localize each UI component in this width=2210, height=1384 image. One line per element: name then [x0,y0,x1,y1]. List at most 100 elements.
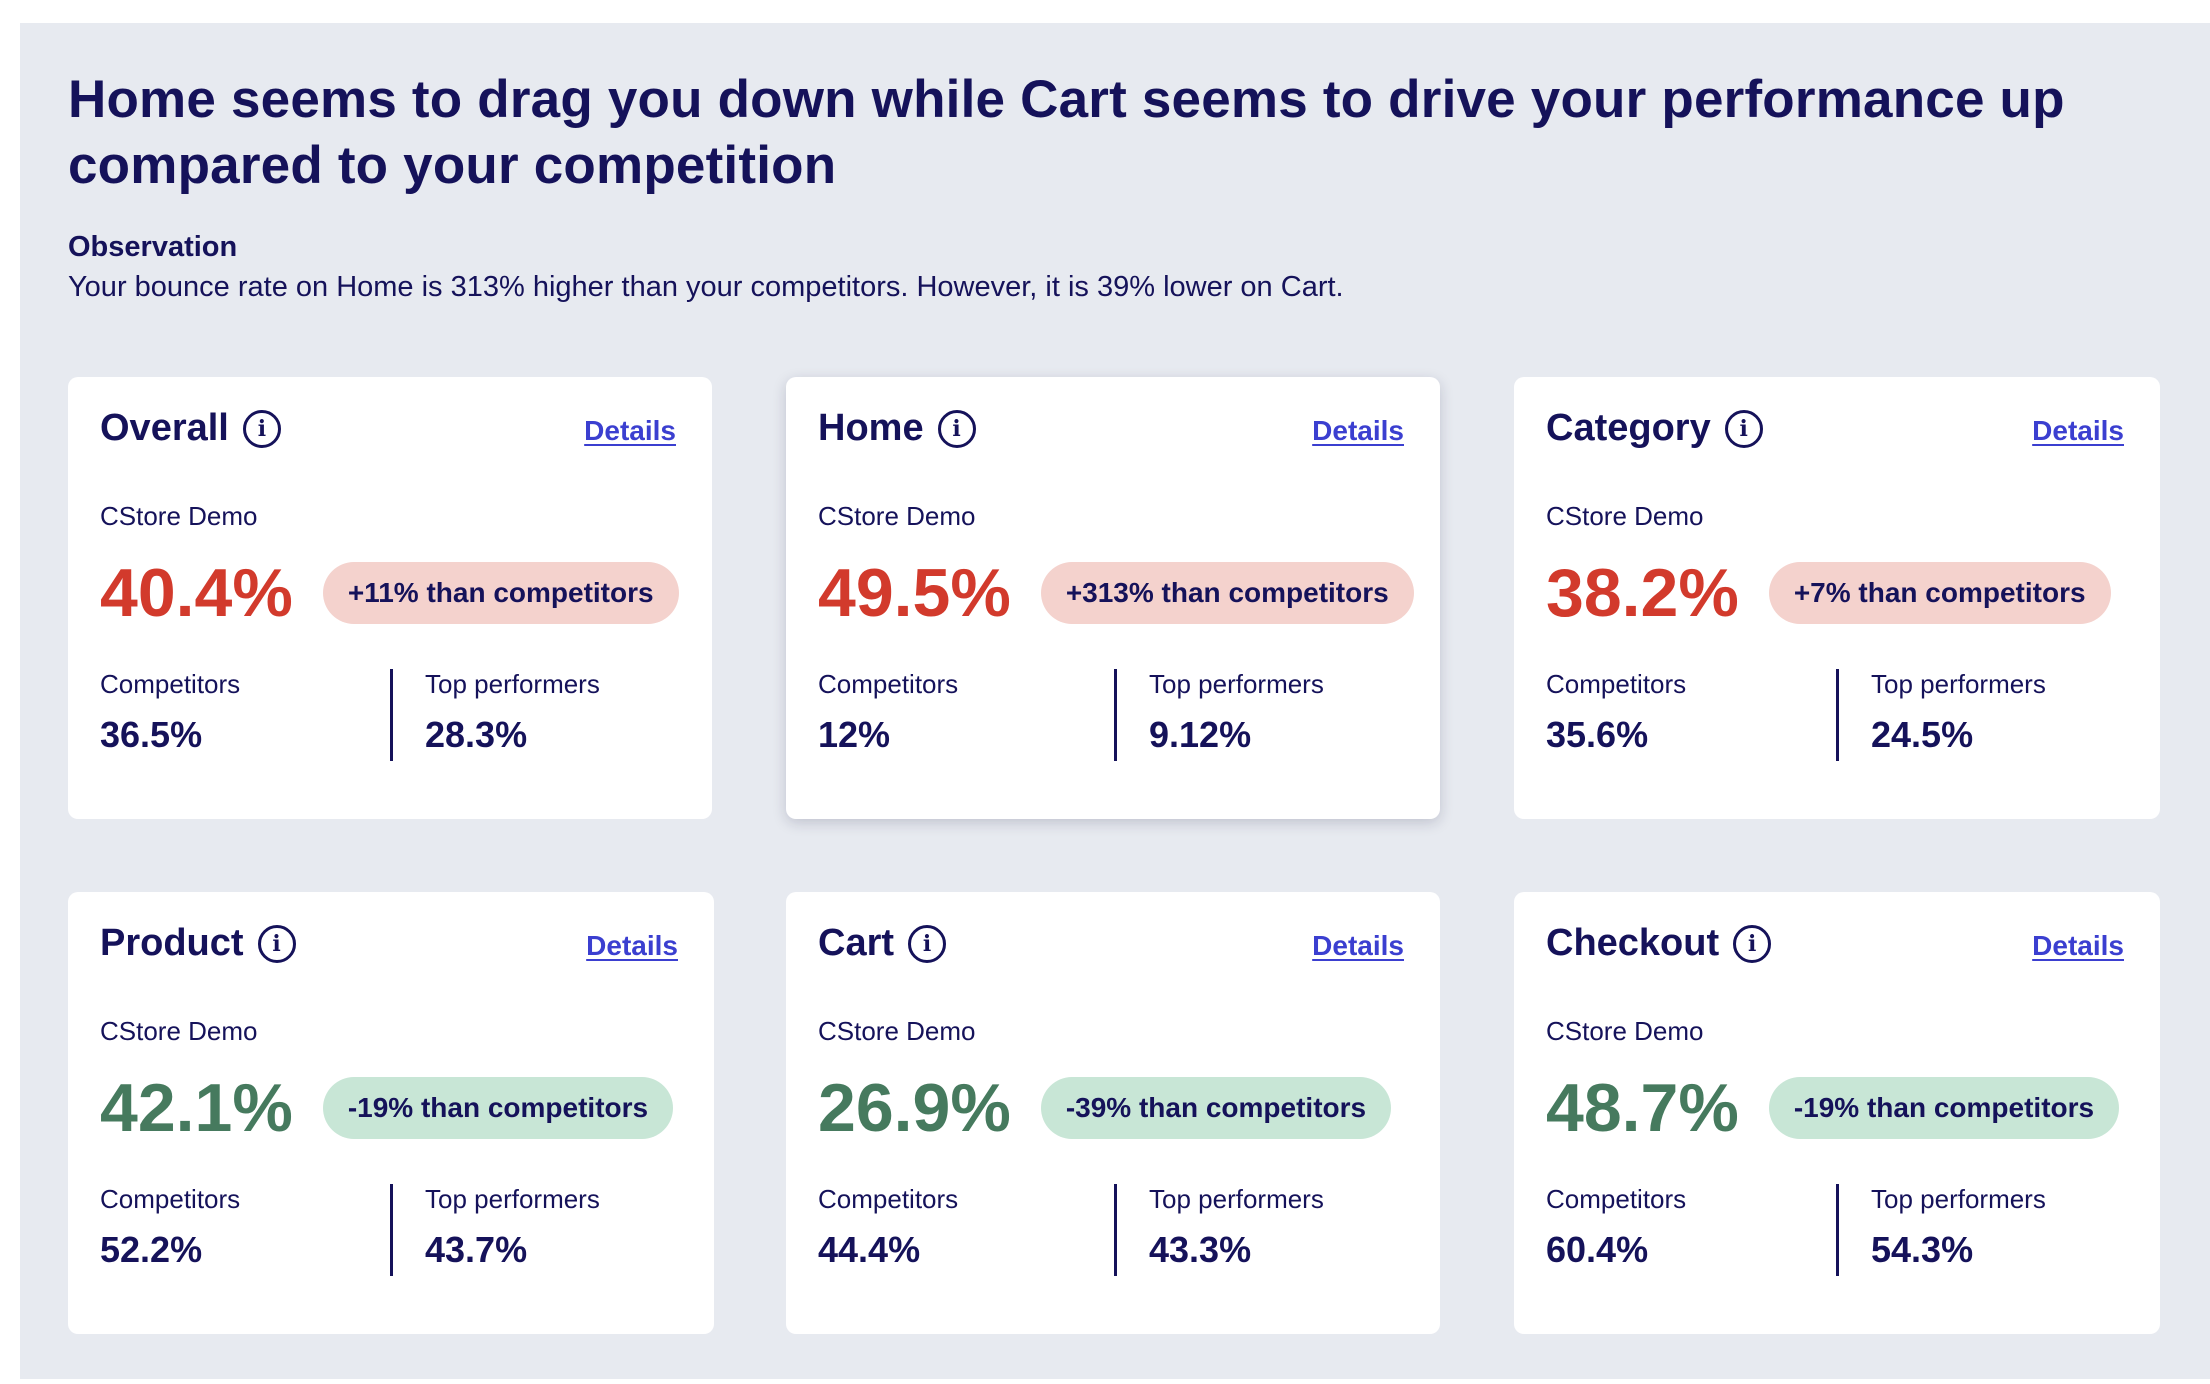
store-name: CStore Demo [100,1016,258,1046]
card-product: Product i Details CStore Demo 42.1% -19%… [68,892,714,1334]
card-title: Category i [1546,407,1763,450]
card-cart: Cart i Details CStore Demo 26.9% -39% th… [786,892,1440,1334]
card-title-text: Cart [818,922,895,964]
observation-title: Observation [68,231,238,263]
bounce-rate-value: 42.1% [100,1070,293,1146]
competitors-value: 52.2% [100,1229,203,1270]
competitors-value: 35.6% [1546,714,1649,755]
competitors-stat: Competitors 35.6% [1546,669,1836,761]
competitors-label: Competitors [818,669,959,699]
competitors-value: 12% [818,714,891,755]
benchmark-stats: Competitors 12% Top performers 9.12% [818,669,1408,761]
card-title-text: Product [100,922,244,964]
top-performers-label: Top performers [425,1184,600,1214]
bounce-rate-value: 26.9% [818,1070,1011,1146]
card-title: Home i [818,407,976,450]
details-link-category[interactable]: Details [2032,415,2124,446]
top-performers-value: 43.7% [425,1229,528,1270]
benchmark-stats: Competitors 35.6% Top performers 24.5% [1546,669,2128,761]
details-link-cart[interactable]: Details [1312,930,1404,961]
info-icon[interactable]: i [908,924,947,963]
competitors-label: Competitors [100,1184,241,1214]
benchmark-stats: Competitors 36.5% Top performers 28.3% [100,669,680,761]
top-performers-label: Top performers [1149,1184,1324,1214]
bounce-rate-value: 40.4% [100,555,293,631]
comparison-badge: -19% than competitors [322,1077,674,1139]
competitors-value: 36.5% [100,714,203,755]
card-title: Overall i [100,407,281,450]
card-title: Checkout i [1546,922,1772,965]
observation-text: Your bounce rate on Home is 313% higher … [68,271,1344,303]
card-title: Cart i [818,922,947,965]
info-icon[interactable]: i [1733,924,1772,963]
top-performers-value: 43.3% [1149,1229,1252,1270]
metric-row: 26.9% -39% than competitors [818,1068,1392,1148]
comparison-badge: +11% than competitors [322,562,679,624]
top-performers-value: 54.3% [1871,1229,1974,1270]
metric-row: 40.4% +11% than competitors [100,553,679,633]
comparison-badge: +313% than competitors [1040,562,1414,624]
info-icon[interactable]: i [242,409,281,448]
competitors-value: 44.4% [818,1229,921,1270]
info-icon[interactable]: i [937,409,976,448]
metric-row: 48.7% -19% than competitors [1546,1068,2120,1148]
competitors-stat: Competitors 44.4% [818,1184,1114,1276]
details-link-product[interactable]: Details [586,930,678,961]
store-name: CStore Demo [100,501,258,531]
top-performers-value: 28.3% [425,714,528,755]
insight-headline: Home seems to drag you down while Cart s… [68,70,2065,195]
top-performers-label: Top performers [1871,669,2046,699]
top-performers-label: Top performers [1871,1184,2046,1214]
insight-panel: Home seems to drag you down while Cart s… [20,23,2210,1379]
competitors-label: Competitors [100,669,241,699]
top-performers-value: 24.5% [1871,714,1974,755]
top-performers-stat: Top performers 24.5% [1836,669,2046,761]
details-link-checkout[interactable]: Details [2032,930,2124,961]
card-title-text: Home [818,407,924,449]
card-category: Category i Details CStore Demo 38.2% +7%… [1514,377,2160,819]
details-link-overall[interactable]: Details [584,415,676,446]
store-name: CStore Demo [1546,501,1704,531]
benchmark-stats: Competitors 44.4% Top performers 43.3% [818,1184,1408,1276]
bounce-rate-value: 49.5% [818,555,1011,631]
top-performers-stat: Top performers 54.3% [1836,1184,2046,1276]
competitors-label: Competitors [1546,669,1687,699]
benchmark-stats: Competitors 52.2% Top performers 43.7% [100,1184,682,1276]
metric-row: 42.1% -19% than competitors [100,1068,674,1148]
bounce-rate-value: 38.2% [1546,555,1739,631]
top-performers-label: Top performers [425,669,600,699]
top-performers-label: Top performers [1149,669,1324,699]
top-performers-stat: Top performers 43.7% [390,1184,600,1276]
store-name: CStore Demo [1546,1016,1704,1046]
card-title: Product i [100,922,296,965]
card-title-text: Checkout [1546,922,1720,964]
competitors-stat: Competitors 12% [818,669,1114,761]
metric-row: 49.5% +313% than competitors [818,553,1414,633]
card-overall: Overall i Details CStore Demo 40.4% +11%… [68,377,712,819]
comparison-badge: -39% than competitors [1040,1077,1392,1139]
top-performers-stat: Top performers 28.3% [390,669,600,761]
bounce-rate-value: 48.7% [1546,1070,1739,1146]
competitors-stat: Competitors 60.4% [1546,1184,1836,1276]
info-icon[interactable]: i [257,924,296,963]
competitors-label: Competitors [818,1184,959,1214]
metric-row: 38.2% +7% than competitors [1546,553,2111,633]
top-performers-stat: Top performers 9.12% [1114,669,1324,761]
competitors-label: Competitors [1546,1184,1687,1214]
card-checkout: Checkout i Details CStore Demo 48.7% -19… [1514,892,2160,1334]
comparison-badge: +7% than competitors [1768,562,2111,624]
benchmark-stats: Competitors 60.4% Top performers 54.3% [1546,1184,2128,1276]
card-home: Home i Details CStore Demo 49.5% +313% t… [786,377,1440,819]
store-name: CStore Demo [818,1016,976,1046]
comparison-badge: -19% than competitors [1768,1077,2120,1139]
store-name: CStore Demo [818,501,976,531]
competitors-value: 60.4% [1546,1229,1649,1270]
competitors-stat: Competitors 52.2% [100,1184,390,1276]
card-title-text: Overall [100,407,229,449]
card-title-text: Category [1546,407,1711,449]
details-link-home[interactable]: Details [1312,415,1404,446]
top-performers-stat: Top performers 43.3% [1114,1184,1324,1276]
info-icon[interactable]: i [1724,409,1763,448]
top-performers-value: 9.12% [1149,714,1252,755]
competitors-stat: Competitors 36.5% [100,669,390,761]
